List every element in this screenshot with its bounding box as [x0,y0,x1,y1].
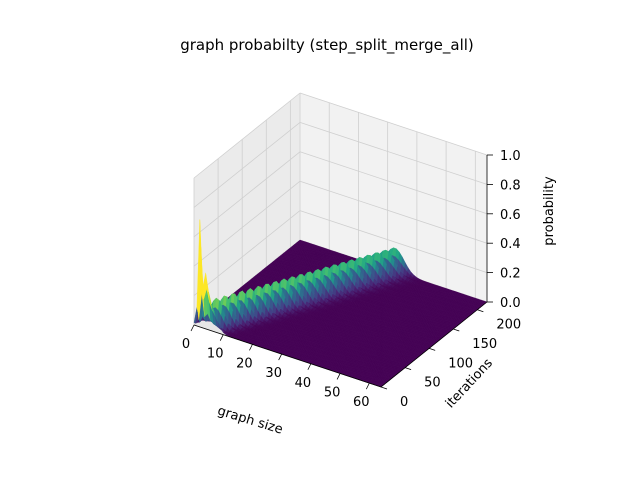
grid-line [193,180,301,267]
grid-line [299,210,488,273]
grid-line [299,180,488,244]
grid-line [193,210,301,296]
chart-title: graph probabilty (step_split_merge_all) [180,36,474,55]
grid-line [299,122,488,185]
probability-surface [193,219,488,388]
grid-line [193,92,301,179]
grid-line [299,151,488,215]
grid-line [193,122,301,208]
grid-line [299,92,488,156]
grid-line [193,151,301,238]
